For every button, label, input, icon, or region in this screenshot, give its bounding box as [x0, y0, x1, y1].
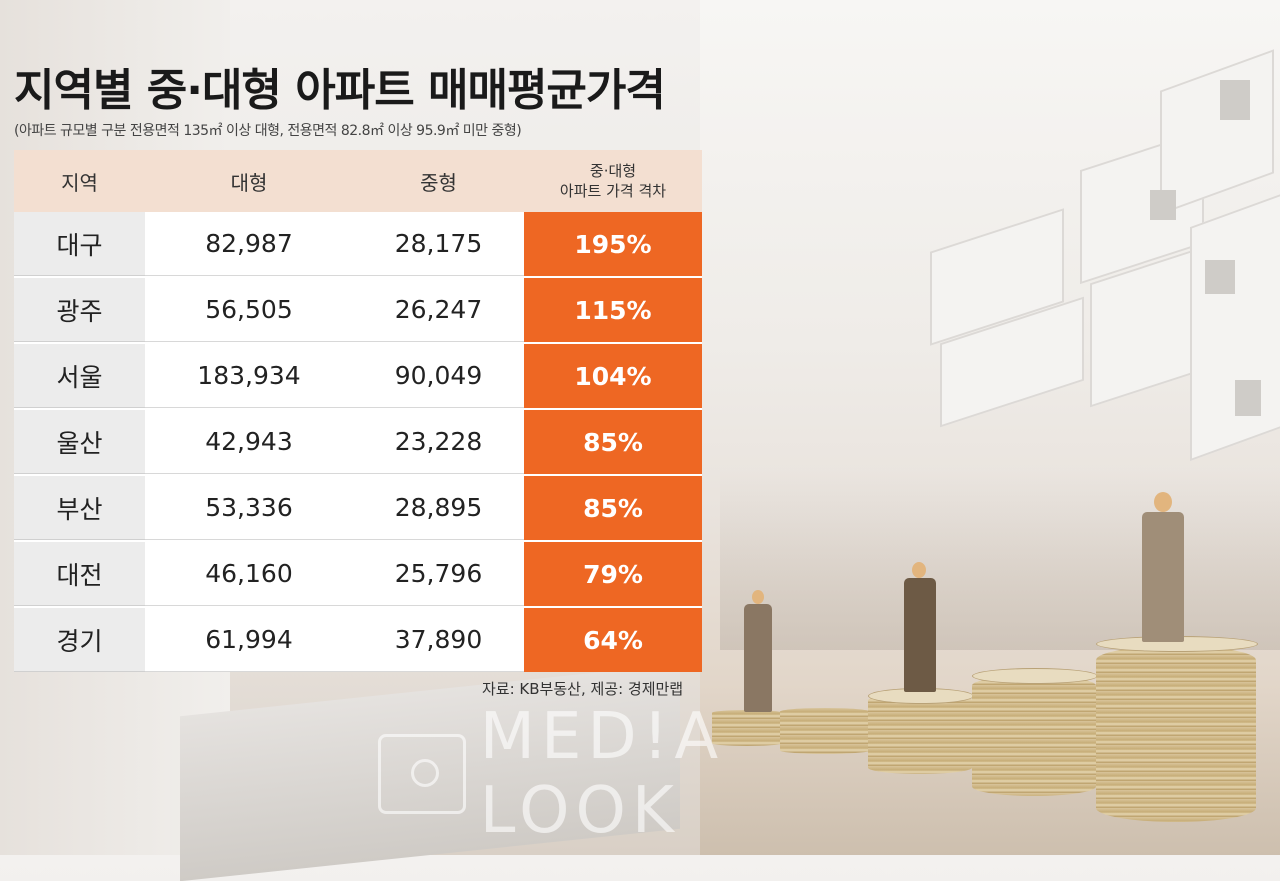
- table-body: 대구 82,987 28,175 195% 광주 56,505 26,247 115% 서울 18…: [14, 212, 702, 672]
- cell-mid: 37,890: [353, 608, 524, 672]
- cell-region: 서울: [14, 344, 145, 408]
- header-gap-line2: 아파트 가격 격차: [559, 182, 667, 200]
- building-window: [1150, 190, 1176, 220]
- header-mid: 중형: [420, 170, 457, 195]
- table-row: 부산 53,336 28,895 85%: [14, 474, 702, 540]
- page-title: 지역별 중·대형 아파트 매매평균가격: [14, 65, 666, 116]
- cell-large: 56,505: [145, 278, 353, 342]
- cell-region: 부산: [14, 476, 145, 540]
- header-gap: 중·대형 아파트 가격 격차: [524, 150, 702, 212]
- businessman-figure: [744, 604, 772, 712]
- cell-mid: 23,228: [353, 410, 524, 474]
- cell-region: 대구: [14, 212, 145, 276]
- watermark-logo-icon: [378, 734, 466, 814]
- cell-large: 42,943: [145, 410, 353, 474]
- header-region: 지역: [61, 170, 98, 195]
- cell-gap: 85%: [524, 476, 702, 540]
- cell-mid: 28,175: [353, 212, 524, 276]
- cell-region: 울산: [14, 410, 145, 474]
- cell-large: 46,160: [145, 542, 353, 606]
- table-row: 대구 82,987 28,175 195%: [14, 212, 702, 276]
- table-row: 광주 56,505 26,247 115%: [14, 276, 702, 342]
- cell-large: 183,934: [145, 344, 353, 408]
- page-subtitle: (아파트 규모별 구분 전용면적 135㎡ 이상 대형, 전용면적 82.8㎡ …: [14, 123, 522, 139]
- cell-mid: 25,796: [353, 542, 524, 606]
- table-row: 서울 183,934 90,049 104%: [14, 342, 702, 408]
- cell-mid: 28,895: [353, 476, 524, 540]
- businessman-figure: [904, 578, 936, 692]
- header-large: 대형: [230, 170, 268, 195]
- businessman-figure: [1142, 512, 1184, 642]
- figure-head: [912, 562, 926, 578]
- cell-gap: 195%: [524, 212, 702, 276]
- coin-stack: [780, 708, 870, 754]
- source-note: 자료: KB부동산, 제공: 경제만랩: [482, 680, 684, 698]
- coin-stack: [868, 694, 972, 774]
- figure-head: [1154, 492, 1172, 512]
- coin-stack: [1096, 646, 1256, 822]
- watermark: MED!A LOOK: [378, 700, 898, 848]
- table-header: 지역 대형 중형 중·대형 아파트 가격 격차: [14, 150, 702, 212]
- blurred-city: [720, 470, 1280, 650]
- cell-large: 53,336: [145, 476, 353, 540]
- table-row: 경기 61,994 37,890 64%: [14, 606, 702, 672]
- cell-gap: 85%: [524, 410, 702, 474]
- building-window: [1220, 80, 1250, 120]
- building-window: [1235, 380, 1261, 416]
- price-table: 지역 대형 중형 중·대형 아파트 가격 격차 대구 82,987 28,175 19…: [14, 150, 702, 672]
- cell-region: 광주: [14, 278, 145, 342]
- coin-stack: [712, 710, 782, 746]
- table-row: 울산 42,943 23,228 85%: [14, 408, 702, 474]
- coin-stack: [972, 676, 1096, 796]
- cell-gap: 79%: [524, 542, 702, 606]
- cell-gap: 115%: [524, 278, 702, 342]
- header-gap-line1: 중·대형: [589, 162, 637, 180]
- cell-gap: 64%: [524, 608, 702, 672]
- table-row: 대전 46,160 25,796 79%: [14, 540, 702, 606]
- cell-large: 82,987: [145, 212, 353, 276]
- cell-large: 61,994: [145, 608, 353, 672]
- watermark-text: MED!A LOOK: [479, 700, 725, 848]
- figure-head: [752, 590, 764, 604]
- cell-gap: 104%: [524, 344, 702, 408]
- cell-mid: 26,247: [353, 278, 524, 342]
- cell-region: 경기: [14, 608, 145, 672]
- building-window: [1205, 260, 1235, 294]
- cell-region: 대전: [14, 542, 145, 606]
- cell-mid: 90,049: [353, 344, 524, 408]
